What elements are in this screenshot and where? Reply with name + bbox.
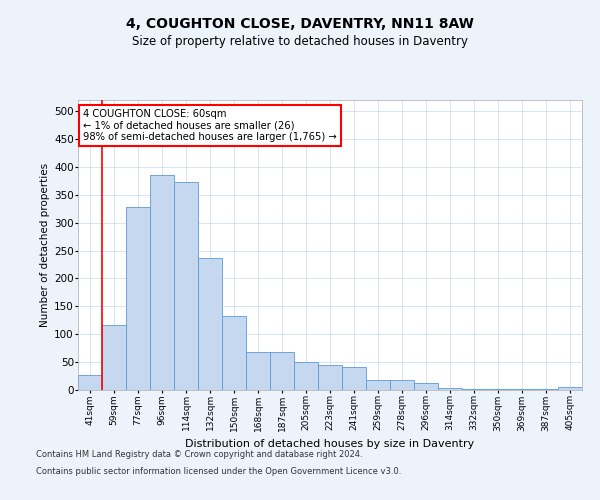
- Text: Size of property relative to detached houses in Daventry: Size of property relative to detached ho…: [132, 35, 468, 48]
- Text: 4, COUGHTON CLOSE, DAVENTRY, NN11 8AW: 4, COUGHTON CLOSE, DAVENTRY, NN11 8AW: [126, 18, 474, 32]
- Bar: [78, 375, 102, 390]
- Text: Contains HM Land Registry data © Crown copyright and database right 2024.: Contains HM Land Registry data © Crown c…: [36, 450, 362, 459]
- Text: 4 COUGHTON CLOSE: 60sqm
← 1% of detached houses are smaller (26)
98% of semi-det: 4 COUGHTON CLOSE: 60sqm ← 1% of detached…: [83, 108, 337, 142]
- Bar: [294, 362, 318, 390]
- Bar: [246, 352, 270, 390]
- Bar: [342, 366, 366, 390]
- X-axis label: Distribution of detached houses by size in Daventry: Distribution of detached houses by size …: [185, 439, 475, 449]
- Bar: [558, 386, 582, 390]
- Bar: [438, 388, 462, 390]
- Bar: [270, 352, 294, 390]
- Bar: [150, 176, 174, 390]
- Bar: [126, 207, 150, 390]
- Bar: [414, 384, 438, 390]
- Bar: [366, 380, 390, 390]
- Bar: [198, 258, 222, 390]
- Bar: [174, 182, 198, 390]
- Bar: [318, 366, 342, 390]
- Bar: [222, 316, 246, 390]
- Y-axis label: Number of detached properties: Number of detached properties: [40, 163, 50, 327]
- Bar: [462, 389, 486, 390]
- Bar: [390, 380, 414, 390]
- Bar: [102, 325, 126, 390]
- Text: Contains public sector information licensed under the Open Government Licence v3: Contains public sector information licen…: [36, 468, 401, 476]
